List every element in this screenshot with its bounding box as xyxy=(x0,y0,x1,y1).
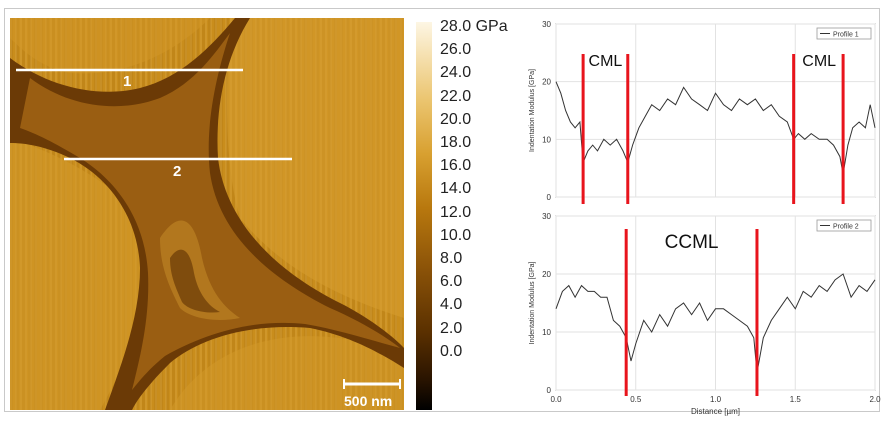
afm-modulus-map: 1 2 500 nm xyxy=(10,18,404,410)
x-tick-label: 1.0 xyxy=(710,395,722,404)
legend-label: Profile 1 xyxy=(833,32,859,39)
y-tick-label: 10 xyxy=(542,328,551,337)
y-tick-label: 0 xyxy=(547,386,552,395)
y-axis-label: Indentation Modulus [GPa] xyxy=(529,69,536,152)
colorbar-tick-label: 24.0 xyxy=(440,64,472,82)
x-tick-label: 2.0 xyxy=(869,395,881,404)
colorbar-tick-label: 0.0 xyxy=(440,342,463,360)
colorbar-tick-label: 20.0 xyxy=(440,110,472,128)
colorbar-tick-label: 2.0 xyxy=(440,319,463,337)
x-tick-label: 0.0 xyxy=(550,395,562,404)
y-tick-label: 20 xyxy=(542,78,551,87)
profile-2-chart: 0 10 20 30 0.0 0.5 1.0 1.5 2.0 Indentation Modulu… xyxy=(529,212,881,416)
colorbar-tick-label: 12.0 xyxy=(440,203,472,221)
colorbar-tick-label: 8.0 xyxy=(440,250,463,267)
scale-bar-label: 500 nm xyxy=(344,393,392,409)
colorbar xyxy=(416,22,432,410)
colorbar-tick-label: 28.0 GPa xyxy=(440,18,508,35)
y-tick-label: 20 xyxy=(542,270,551,279)
x-tick-label: 0.5 xyxy=(630,395,642,404)
colorbar-tick-label: 10.0 xyxy=(440,226,472,244)
y-tick-label: 30 xyxy=(542,20,551,29)
x-axis-label: Distance [µm] xyxy=(691,407,740,416)
colorbar-tick-label: 6.0 xyxy=(440,273,463,291)
profile-series-line xyxy=(555,81,876,174)
colorbar-tick-label: 4.0 xyxy=(440,296,463,314)
profile-line-2-label: 2 xyxy=(173,163,181,180)
legend-label: Profile 2 xyxy=(833,224,859,231)
profile-line-1-label: 1 xyxy=(123,73,131,90)
colorbar-tick-label: 22.0 xyxy=(440,87,472,105)
legend-box xyxy=(816,27,872,40)
profile-1-chart: 0 10 20 30 Indentation Modulus [GPa] CML CML Pr… xyxy=(529,20,876,204)
y-tick-label: 0 xyxy=(547,193,552,202)
y-tick-label: 10 xyxy=(542,135,551,144)
region-annotation: CML xyxy=(589,53,623,70)
colorbar-tick-label: 26.0 xyxy=(440,41,472,59)
region-annotation: CCML xyxy=(665,232,719,253)
y-axis-label: Indentation Modulus [GPa] xyxy=(529,262,536,345)
legend-box xyxy=(816,219,872,232)
y-tick-label: 30 xyxy=(542,212,551,221)
x-tick-label: 1.5 xyxy=(790,395,802,404)
colorbar-tick-label: 16.0 xyxy=(440,157,472,175)
colorbar-tick-label: 18.0 xyxy=(440,134,472,151)
colorbar-tick-label: 14.0 xyxy=(440,180,472,198)
region-annotation: CML xyxy=(802,53,836,70)
profile-series-line xyxy=(555,273,876,373)
